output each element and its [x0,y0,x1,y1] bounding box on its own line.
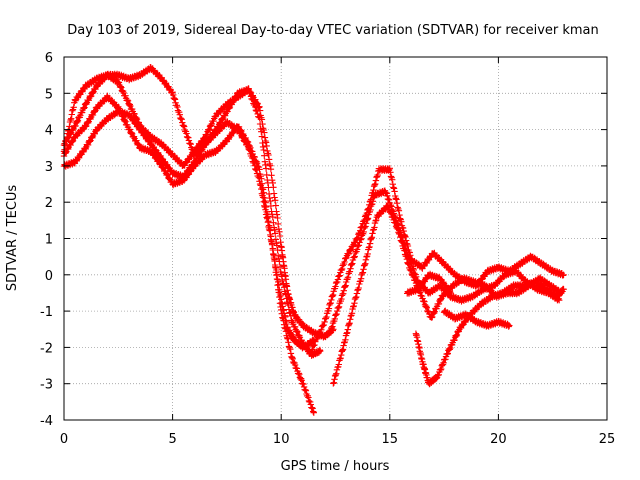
marker-path [412,278,567,388]
series-track-9 [440,307,513,330]
grid-lines [64,57,607,420]
marker-path [306,165,567,357]
axis-ticks [63,56,608,421]
marker-path [440,307,513,330]
y-tick-label: 3 [45,160,53,175]
y-tick-label: -3 [40,378,53,393]
y-tick-label: 2 [45,196,53,211]
marker-path [404,270,454,297]
y-tick-label: 6 [45,51,53,66]
y-tick-label: -1 [40,305,53,320]
x-tick-label: 20 [490,432,507,447]
y-tick-label: 1 [45,233,53,248]
chart-title: Day 103 of 2019, Sidereal Day-to-day VTE… [67,23,599,38]
x-tick-label: 15 [382,432,399,447]
x-tick-label: 10 [273,432,290,447]
x-axis-title: GPS time / hours [281,459,390,474]
series-track-5 [306,165,567,357]
x-tick-label: 0 [60,432,68,447]
x-tick-label: 25 [599,432,616,447]
y-tick-label: -4 [40,414,53,429]
x-tick-labels: 0 5 10 15 20 25 [60,432,615,447]
y-tick-label: 4 [45,124,53,139]
x-tick-label: 5 [168,432,176,447]
series-track-10 [404,270,454,297]
y-tick-labels: -4 -3 -2 -1 0 1 2 3 4 5 6 [40,51,53,429]
y-axis-title: SDTVAR / TECUs [5,185,20,292]
y-tick-label: -2 [40,341,53,356]
y-tick-label: 0 [45,269,53,284]
data-markers [60,64,567,416]
series-track-8 [412,278,567,388]
y-tick-label: 5 [45,87,53,102]
